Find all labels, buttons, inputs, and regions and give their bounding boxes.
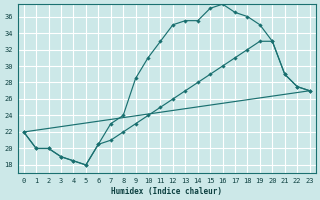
- X-axis label: Humidex (Indice chaleur): Humidex (Indice chaleur): [111, 187, 222, 196]
